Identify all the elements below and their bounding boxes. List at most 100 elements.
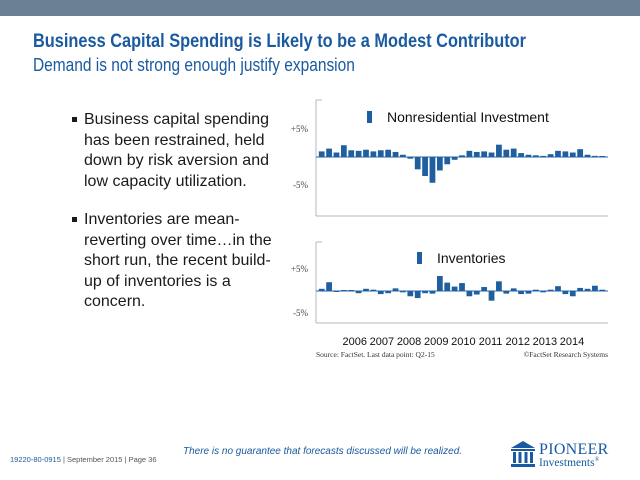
- chart-source-note: Source: FactSet. Last data point: Q2-15: [316, 350, 435, 359]
- bar-inv-29: [532, 289, 539, 291]
- logo-word-investments: Investments®: [539, 457, 599, 469]
- bar-inv-19: [459, 283, 465, 291]
- x-tick-label-2011: 2011: [479, 336, 503, 348]
- pillar-building-icon: [511, 441, 535, 467]
- bar-nonres-25: [503, 149, 510, 157]
- chart-panel-nonres: +5% -5% Nonresidential Investment: [291, 99, 608, 217]
- bar-inv-38: [599, 289, 606, 291]
- bullet-inventories: Inventories are mean-reverting over time…: [72, 210, 277, 313]
- bar-inv-4: [348, 290, 355, 291]
- bar-nonres-15: [429, 157, 436, 183]
- bar-inv-0: [318, 288, 325, 291]
- bar-inv-27: [518, 291, 524, 295]
- bar-nonres-5: [355, 150, 362, 157]
- y-tick-label-nonres-0: +5%: [291, 124, 309, 134]
- bar-inv-32: [555, 286, 561, 291]
- bar-inv-6: [363, 288, 369, 291]
- legend-swatch-nonres: [367, 111, 372, 123]
- bar-nonres-27: [518, 153, 524, 157]
- pioneer-logo: PIONEER Investments®: [510, 440, 635, 470]
- bar-nonres-4: [348, 150, 355, 157]
- y-tick-label-nonres-1: -5%: [293, 180, 308, 190]
- bar-nonres-0: [318, 151, 325, 157]
- bar-nonres-19: [459, 155, 465, 157]
- x-tick-label-2013: 2013: [533, 336, 557, 348]
- bar-inv-16: [436, 276, 443, 291]
- bar-nonres-17: [444, 157, 451, 165]
- bar-nonres-38: [599, 156, 606, 157]
- bar-nonres-7: [370, 151, 377, 157]
- bar-inv-8: [377, 291, 384, 295]
- x-tick-label-2009: 2009: [424, 336, 448, 348]
- bar-nonres-6: [363, 149, 369, 157]
- bar-nonres-9: [385, 149, 392, 157]
- bar-inv-24: [496, 281, 502, 291]
- chart-panel-inv: +5% -5% Inventories: [291, 241, 608, 324]
- x-tick-label-2014: 2014: [560, 336, 584, 348]
- bullet-list: Business capital spending has been restr…: [72, 110, 277, 331]
- bar-inv-36: [584, 288, 591, 291]
- bar-inv-20: [466, 291, 473, 297]
- bar-nonres-10: [392, 151, 399, 157]
- bar-inv-13: [414, 291, 421, 299]
- bullet-capital-spending: Business capital spending has been restr…: [72, 110, 277, 192]
- bar-inv-25: [503, 291, 510, 294]
- legend-label-nonres: Nonresidential Investment: [387, 109, 549, 125]
- bar-inv-26: [510, 288, 517, 291]
- bar-nonres-23: [488, 152, 495, 157]
- bar-nonres-11: [400, 154, 406, 157]
- x-tick-label-2012: 2012: [505, 336, 529, 348]
- page-title: Business Capital Spending is Likely to b…: [33, 31, 526, 52]
- bar-nonres-37: [592, 155, 598, 157]
- bar-inv-12: [407, 291, 414, 297]
- bar-nonres-32: [555, 150, 561, 157]
- bar-nonres-8: [377, 150, 384, 157]
- bar-nonres-1: [326, 148, 332, 157]
- bar-inv-22: [481, 287, 488, 291]
- bar-nonres-12: [407, 157, 414, 159]
- bar-inv-17: [444, 282, 451, 291]
- forecast-disclaimer: There is no guarantee that forecasts dis…: [183, 446, 463, 457]
- bar-nonres-28: [525, 154, 532, 157]
- bar-nonres-26: [510, 148, 517, 157]
- bar-inv-18: [451, 286, 458, 291]
- bar-inv-15: [429, 291, 436, 294]
- x-tick-label-2006: 2006: [342, 336, 366, 348]
- bar-nonres-13: [414, 157, 421, 170]
- bar-nonres-21: [473, 151, 480, 157]
- chart-copyright: ©FactSet Research Systems: [524, 350, 609, 359]
- bar-nonres-36: [584, 154, 591, 157]
- bar-inv-31: [547, 289, 554, 291]
- bar-inv-9: [385, 291, 392, 294]
- bar-nonres-34: [569, 152, 576, 157]
- x-tick-label-2008: 2008: [397, 336, 421, 348]
- bar-inv-35: [577, 287, 584, 291]
- bar-inv-10: [392, 288, 399, 291]
- legend-swatch-inv: [417, 252, 422, 264]
- date-page: | September 2015 | Page 36: [60, 455, 157, 464]
- bar-inv-7: [370, 289, 377, 291]
- bar-nonres-16: [436, 157, 443, 171]
- bar-inv-2: [333, 291, 340, 292]
- registered-mark: ®: [594, 457, 600, 464]
- logo-word-pioneer: PIONEER: [539, 441, 609, 458]
- chart-area: +5% -5% Nonresidential Investment +5% -5% Inv…: [291, 99, 609, 359]
- footer-page-info: 19220-80-0915 | September 2015 | Page 36: [10, 455, 157, 464]
- bar-inv-30: [540, 291, 547, 293]
- bar-nonres-14: [422, 157, 428, 177]
- bar-inv-37: [592, 285, 598, 291]
- bar-nonres-20: [466, 150, 473, 157]
- bar-nonres-33: [562, 151, 569, 157]
- x-tick-label-2007: 2007: [370, 336, 394, 348]
- bar-inv-3: [340, 290, 347, 291]
- bar-inv-21: [473, 291, 480, 295]
- bar-nonres-24: [496, 144, 502, 157]
- bar-inv-5: [355, 291, 362, 294]
- bar-inv-1: [326, 282, 332, 291]
- page-subtitle: Demand is not strong enough justify expa…: [33, 55, 355, 75]
- bar-inv-28: [525, 291, 532, 294]
- y-tick-label-inv-0: +5%: [291, 264, 309, 274]
- top-banner: [0, 0, 640, 16]
- bar-inv-11: [400, 291, 406, 293]
- x-tick-label-2010: 2010: [451, 336, 475, 348]
